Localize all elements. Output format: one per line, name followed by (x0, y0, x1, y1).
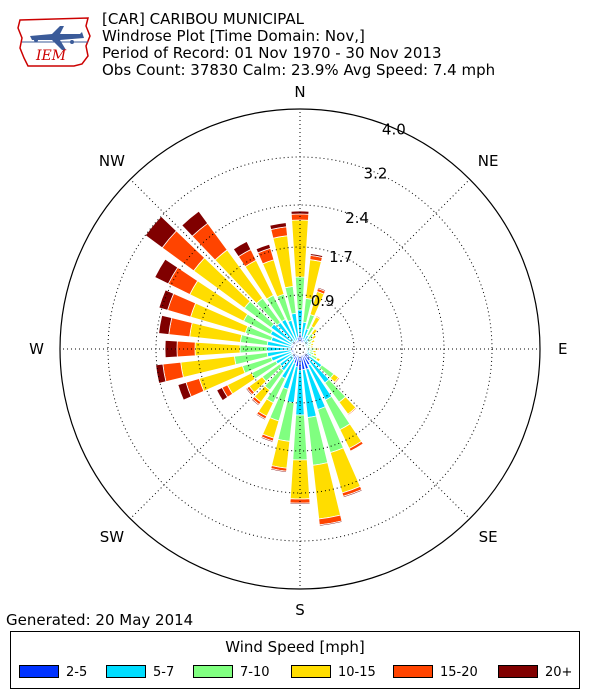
petal-segment (314, 333, 318, 338)
spoke-line (299, 178, 471, 350)
petal-segment (144, 215, 177, 249)
period-of-record: Period of Record: 01 Nov 1970 - 30 Nov 2… (102, 44, 442, 62)
compass-label-ne: NE (478, 152, 499, 170)
radial-tick-label: 4.0 (382, 120, 406, 138)
legend-label: 2-5 (66, 665, 88, 680)
petal-segment (194, 341, 241, 357)
radial-tick-label: 2.4 (345, 209, 369, 227)
windrose-grid (59, 108, 541, 590)
legend-title: Wind Speed [mph] (225, 638, 365, 656)
logo-text: IEM (35, 48, 67, 64)
range-ring (245, 294, 355, 404)
compass-label-s: S (295, 601, 305, 619)
petal-segment (315, 353, 318, 357)
petal-segment (334, 376, 341, 384)
windrose-labels: 0.9 1.7 2.4 3.2 4.0 N NE E SE S SW W NW (29, 83, 567, 619)
spoke-line (129, 178, 301, 350)
petal-segment (315, 350, 318, 354)
legend-label: 7-10 (240, 665, 270, 680)
petal-segment (318, 358, 323, 363)
legend-label: 10-15 (338, 665, 376, 680)
petal-segment (270, 468, 287, 473)
windrose-petals (144, 210, 365, 527)
station-title: [CAR] CARIBOU MUNICIPAL (102, 10, 304, 28)
airplane-icon (30, 26, 84, 50)
windrose-chart: 0.9 1.7 2.4 3.2 4.0 N NE E SE S SW W NW (29, 83, 567, 619)
petal-segment (250, 398, 260, 407)
legend-swatch (291, 665, 331, 678)
petal-segment (309, 253, 324, 258)
compass-label-e: E (558, 340, 567, 358)
petal-segment (313, 338, 317, 343)
petal-segment (162, 361, 184, 383)
petal-segment (312, 342, 315, 346)
petal-segment (315, 314, 322, 319)
outer-ring (59, 108, 541, 590)
petal-segment (245, 387, 253, 396)
petal-segment (255, 413, 266, 421)
compass-label-sw: SW (100, 528, 125, 546)
petal-segment (158, 314, 173, 335)
legend-label: 20+ (545, 665, 573, 680)
petal-segment (232, 240, 252, 258)
petal-segment (348, 407, 358, 417)
spoke-line (129, 348, 301, 520)
petal-segment (294, 276, 306, 311)
petal-segment (216, 387, 229, 402)
petal-segment (154, 258, 179, 285)
radial-tick-label: 1.7 (329, 248, 353, 266)
spoke-line (299, 348, 471, 520)
petal-segment (342, 489, 363, 499)
petal-segment (317, 286, 327, 292)
radial-tick-label: 3.2 (364, 165, 388, 183)
petal-segment (260, 436, 274, 443)
iem-logo: IEM (14, 12, 96, 70)
petal-segment (181, 210, 209, 237)
petal-segment (317, 347, 320, 351)
generated-date: Generated: 20 May 2014 (6, 611, 194, 629)
petal-segment (271, 438, 291, 469)
petal-segment (312, 345, 315, 348)
petal-segment (314, 327, 319, 332)
compass-label-w: W (29, 340, 44, 358)
radial-tick-label: 0.9 (311, 292, 335, 310)
legend-label: 15-20 (440, 665, 478, 680)
range-ring (197, 246, 403, 452)
petal-segment (289, 498, 311, 504)
petal-segment (289, 502, 311, 505)
legend: Wind Speed [mph] 2-5 5-7 7-10 10-15 15-2… (10, 631, 580, 689)
legend-swatch (106, 665, 146, 678)
petal-segment (177, 381, 192, 401)
compass-label-se: SE (479, 528, 498, 546)
plot-title: Windrose Plot [Time Domain: Nov,] (102, 27, 365, 45)
legend-label: 5-7 (153, 665, 175, 680)
petal-segment (168, 317, 193, 338)
compass-label-nw: NW (99, 152, 125, 170)
petal-segment (290, 213, 310, 221)
petal-segment (255, 243, 272, 254)
obs-stats: Obs Count: 37830 Calm: 23.9% Avg Speed: … (102, 61, 496, 79)
compass-label-n: N (294, 83, 305, 101)
legend-swatch (393, 665, 433, 678)
petal-segment (349, 443, 365, 453)
legend-swatch (193, 665, 233, 678)
iem-logo-graphic: IEM (17, 17, 91, 67)
legend-swatch (498, 665, 538, 678)
petal-segment (269, 222, 287, 230)
petal-segment (318, 520, 343, 527)
legend-swatch (19, 665, 59, 678)
petal-segment (155, 363, 167, 384)
